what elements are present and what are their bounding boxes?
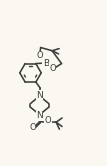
Text: O: O xyxy=(49,64,56,73)
Text: O: O xyxy=(45,116,51,125)
Text: N: N xyxy=(36,111,43,120)
Text: N: N xyxy=(36,91,43,100)
Text: O: O xyxy=(29,123,36,131)
Text: B: B xyxy=(43,59,49,68)
Text: O: O xyxy=(36,51,43,60)
